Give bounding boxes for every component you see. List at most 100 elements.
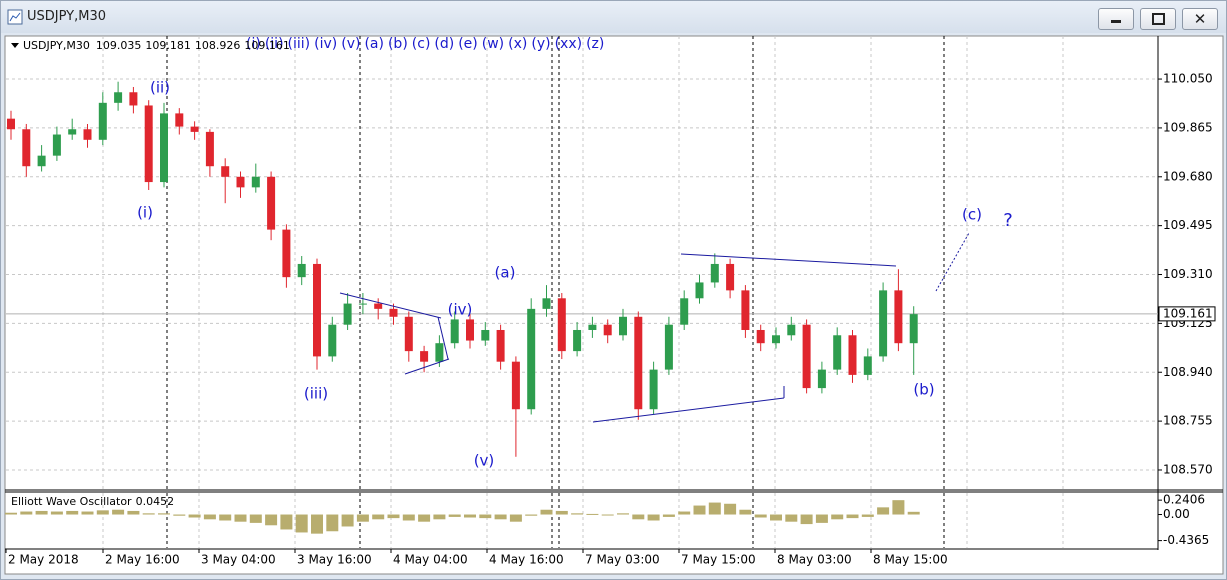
candle-body (221, 166, 230, 177)
osc-tick-label: -0.4365 (1163, 533, 1209, 547)
osc-bar (800, 514, 813, 525)
osc-bar (341, 514, 354, 527)
osc-bar (494, 514, 507, 520)
object-label: (ii) (265, 36, 284, 52)
wave-label: (iii) (304, 385, 328, 403)
candle-body (542, 298, 551, 309)
restore-button[interactable] (1140, 8, 1176, 30)
osc-bar (770, 514, 782, 521)
symbol-menu-arrow[interactable] (11, 43, 19, 48)
osc-bar (295, 514, 308, 533)
candle-body (22, 129, 31, 167)
header-value: 108.926 (195, 39, 241, 52)
time-label: 8 May 15:00 (873, 553, 948, 567)
time-label: 4 May 16:00 (489, 553, 564, 567)
candle-body (741, 290, 750, 330)
trend-line (592, 397, 785, 423)
object-label: (w) (482, 36, 504, 52)
osc-bar (739, 509, 752, 515)
candle-body (37, 155, 46, 167)
osc-bar (265, 514, 278, 526)
candle-body (83, 129, 92, 140)
minimize-button[interactable] (1098, 8, 1134, 30)
osc-bar (509, 514, 522, 522)
candle-body (144, 105, 153, 183)
candle-body (863, 356, 872, 375)
wave-label: (b) (913, 381, 934, 399)
y-tick-label: 108.570 (1163, 462, 1213, 476)
candle-body (634, 316, 643, 410)
osc-bar (540, 509, 553, 515)
candle-body (603, 324, 612, 336)
object-label: (x) (508, 36, 527, 52)
candle-body (664, 324, 673, 370)
osc-bar (831, 514, 844, 520)
osc-bar (464, 514, 476, 518)
header-value: 109.181 (145, 39, 191, 52)
candle-body (527, 308, 536, 410)
osc-bar (448, 514, 461, 517)
oscillator-value: 0.0452 (136, 495, 175, 508)
osc-bar (678, 511, 691, 515)
osc-bar (402, 514, 415, 521)
candle-body (404, 316, 413, 352)
candle-body (909, 314, 918, 344)
close-button[interactable]: ✕ (1182, 8, 1218, 30)
object-label: (a) (364, 36, 384, 52)
osc-bar (525, 514, 538, 516)
object-label: (iv) (314, 36, 337, 52)
candle-body (420, 351, 429, 362)
candle-body (343, 303, 352, 325)
candle-body (680, 298, 689, 325)
osc-bar (356, 514, 369, 522)
wave-label: ? (1003, 210, 1013, 231)
candle-body (557, 298, 566, 352)
time-label: 8 May 03:00 (777, 553, 852, 567)
osc-bar (693, 505, 706, 515)
wave-label: (ii) (150, 79, 170, 97)
osc-bar (617, 513, 629, 515)
object-label: (c) (412, 36, 431, 52)
time-label: 7 May 03:00 (585, 553, 660, 567)
y-tick-label: 109.495 (1163, 218, 1213, 232)
time-label: 2 May 2018 (8, 553, 79, 567)
candle-body (481, 329, 490, 341)
osc-bar (81, 511, 94, 515)
candle-body (328, 324, 337, 357)
chart: 110.050 109.865 109.680 109.495 109.310 109.1… (4, 35, 1224, 575)
candle-body (817, 369, 826, 389)
candle-body (649, 369, 658, 410)
osc-bar (219, 514, 232, 521)
time-label: 3 May 04:00 (201, 553, 276, 567)
osc-bar (708, 502, 721, 515)
osc-bar (433, 514, 446, 520)
osc-bar (877, 507, 890, 515)
candle-body (695, 282, 704, 299)
osc-bar (112, 509, 125, 515)
candle-body (726, 263, 735, 291)
candle-body (68, 129, 77, 135)
candle-body (848, 335, 857, 375)
candle-body (450, 319, 459, 344)
osc-bar (5, 512, 17, 515)
osc-bar (326, 514, 339, 532)
trend-line (404, 358, 450, 375)
object-label: (b) (388, 36, 408, 52)
candle-body (267, 176, 276, 230)
osc-bar (311, 514, 323, 534)
osc-bar (479, 514, 492, 519)
candle-body (787, 324, 796, 336)
osc-bar (418, 514, 431, 522)
y-tick-label: 109.865 (1163, 120, 1213, 134)
candle-body (573, 329, 582, 352)
candle-body (7, 118, 15, 130)
window-title: USDJPY,M30 (27, 9, 106, 24)
wave-label: (iv) (448, 301, 473, 319)
time-label: 2 May 16:00 (105, 553, 180, 567)
candle-body (435, 343, 444, 362)
object-label: (z) (586, 36, 604, 52)
osc-bar (555, 510, 568, 515)
candle-body (114, 92, 123, 103)
y-tick-label: 108.940 (1163, 365, 1213, 379)
